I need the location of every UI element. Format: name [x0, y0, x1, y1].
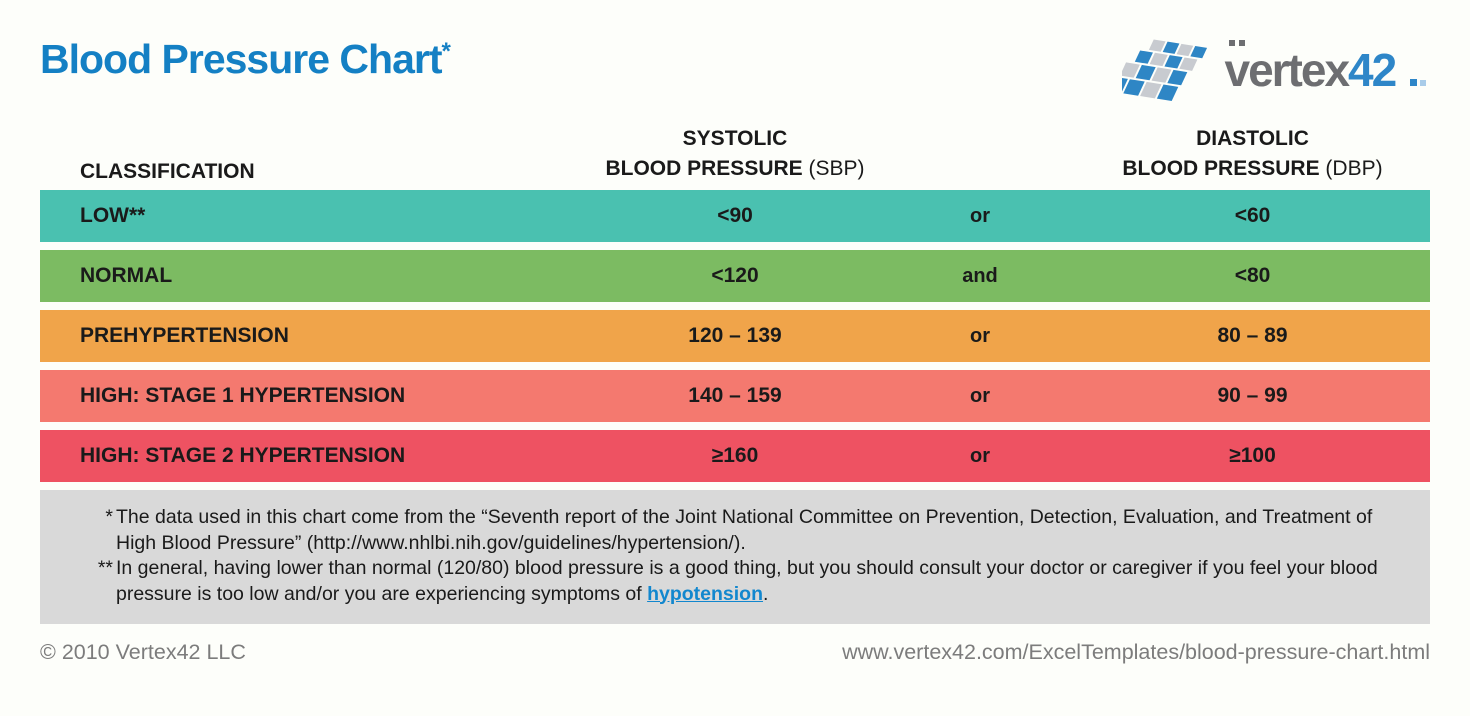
hypotension-link[interactable]: hypotension	[647, 582, 764, 605]
title-bar: Blood Pressure Chart*	[40, 0, 1430, 110]
page-title: Blood Pressure Chart*	[40, 30, 451, 83]
systolic-value: <120	[711, 264, 759, 287]
classification-label: HIGH: STAGE 2 HYPERTENSION	[80, 444, 406, 467]
conjunction-label: or	[970, 204, 990, 227]
column-header-systolic: SYSTOLIC BLOOD PRESSURE (SBP)	[605, 127, 865, 180]
footnote-marker: **	[97, 557, 113, 579]
column-header-classification: CLASSIFICATION	[80, 160, 255, 183]
logo-trailing-dots-icon	[1410, 79, 1426, 86]
systolic-value: ≥160	[711, 444, 759, 467]
blood-pressure-table: CLASSIFICATION SYSTOLIC BLOOD PRESSURE (…	[40, 120, 1430, 482]
diastolic-value: <60	[1234, 204, 1271, 227]
classification-label: NORMAL	[80, 264, 173, 287]
diastolic-value: 90 – 99	[1217, 384, 1288, 407]
table-row-normal: NORMAL <120 and <80	[40, 250, 1430, 302]
page-title-text: Blood Pressure Chart	[40, 36, 442, 82]
vertex42-mosaic-icon	[1122, 39, 1208, 102]
footnote-marker: *	[105, 506, 113, 528]
table-header-row: CLASSIFICATION SYSTOLIC BLOOD PRESSURE (…	[40, 120, 1430, 190]
diastolic-value: 80 – 89	[1217, 324, 1288, 347]
systolic-value: <90	[717, 204, 753, 227]
page-title-asterisk: *	[441, 38, 451, 65]
vertex42-logo: vertex42	[1122, 30, 1430, 108]
conjunction-label: or	[970, 384, 990, 407]
conjunction-label: or	[970, 444, 990, 467]
logo-dots-icon	[1229, 40, 1246, 46]
classification-label: PREHYPERTENSION	[80, 324, 289, 347]
footnotes-box: * The data used in this chart come from …	[40, 490, 1430, 624]
table-row-stage1-hypertension: HIGH: STAGE 1 HYPERTENSION 140 – 159 or …	[40, 370, 1430, 422]
conjunction-label: or	[970, 324, 990, 347]
logo-word-vertex: vertex	[1224, 44, 1350, 96]
footnote-text: The data used in this chart come from th…	[116, 506, 1373, 554]
logo-word-42: 42	[1348, 44, 1397, 96]
table-row-prehypertension: PREHYPERTENSION 120 – 139 or 80 – 89	[40, 310, 1430, 362]
table-row-low: LOW** <90 or <60	[40, 190, 1430, 242]
table-row-stage2-hypertension: HIGH: STAGE 2 HYPERTENSION ≥160 or ≥100	[40, 430, 1430, 482]
systolic-value: 120 – 139	[688, 324, 782, 347]
classification-label: HIGH: STAGE 1 HYPERTENSION	[80, 384, 406, 407]
conjunction-label: and	[962, 264, 998, 287]
page-footer: © 2010 Vertex42 LLC www.vertex42.com/Exc…	[40, 640, 1430, 665]
vertex42-wordmark: vertex42	[1224, 40, 1426, 96]
footnote-source: * The data used in this chart come from …	[88, 505, 1400, 556]
footnote-text: In general, having lower than normal (12…	[116, 557, 1378, 605]
classification-label: LOW**	[80, 204, 146, 227]
copyright-text: © 2010 Vertex42 LLC	[40, 640, 246, 664]
diastolic-value: ≥100	[1229, 444, 1276, 467]
column-header-diastolic: DIASTOLIC BLOOD PRESSURE (DBP)	[1122, 127, 1383, 180]
footnote-low-bp: ** In general, having lower than normal …	[88, 556, 1400, 607]
diastolic-value: <80	[1234, 264, 1271, 287]
source-url-text: www.vertex42.com/ExcelTemplates/blood-pr…	[842, 640, 1430, 664]
systolic-value: 140 – 159	[688, 384, 782, 407]
